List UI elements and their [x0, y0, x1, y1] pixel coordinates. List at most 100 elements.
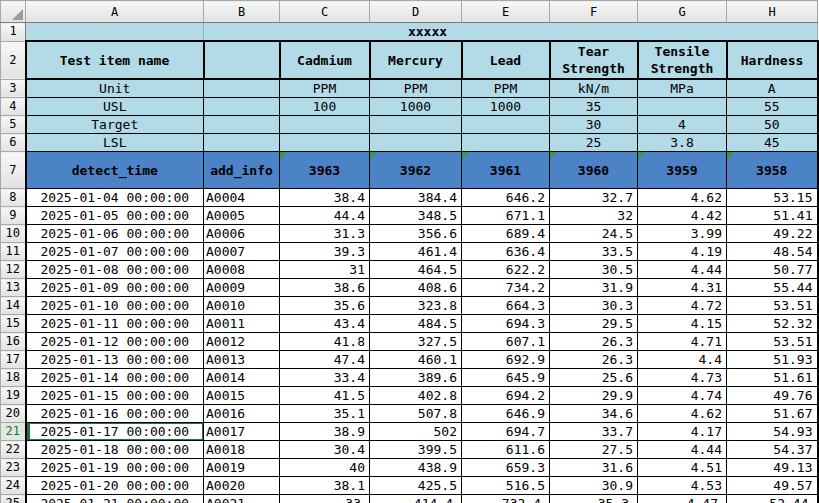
- value-cell[interactable]: 4.71: [638, 333, 727, 351]
- batch-id-cell[interactable]: 3958: [727, 152, 818, 189]
- value-cell[interactable]: 4.44: [638, 261, 727, 279]
- value-cell[interactable]: 323.8: [370, 297, 462, 315]
- add-info-cell[interactable]: A0014: [204, 369, 280, 387]
- column-header-g[interactable]: G: [638, 1, 727, 23]
- value-cell[interactable]: 4.73: [638, 369, 727, 387]
- value-cell[interactable]: 49.57: [727, 477, 818, 495]
- row-header-21[interactable]: 21: [1, 423, 26, 441]
- value-cell[interactable]: 4.4: [638, 351, 727, 369]
- add-info-cell[interactable]: A0013: [204, 351, 280, 369]
- spec-label-cell[interactable]: Unit: [26, 79, 204, 98]
- value-cell[interactable]: 40: [280, 459, 370, 477]
- spec-value-cell[interactable]: 100: [280, 98, 370, 116]
- spec-value-cell[interactable]: kN/m: [550, 79, 638, 98]
- row-header-9[interactable]: 9: [1, 207, 26, 225]
- add-info-cell[interactable]: A0018: [204, 441, 280, 459]
- value-cell[interactable]: 35.6: [280, 297, 370, 315]
- value-cell[interactable]: 53.15: [727, 189, 818, 207]
- row-header-3[interactable]: 3: [1, 79, 26, 98]
- value-cell[interactable]: 646.2: [462, 189, 550, 207]
- value-cell[interactable]: 35.3: [550, 495, 638, 503]
- detect-time-cell[interactable]: 2025-01-17 00:00:00: [26, 423, 204, 441]
- value-cell[interactable]: 32: [550, 207, 638, 225]
- spec-value-cell[interactable]: Cadmium: [280, 41, 370, 79]
- add-info-cell[interactable]: A0016: [204, 405, 280, 423]
- row-header-7[interactable]: 7: [1, 152, 26, 189]
- value-cell[interactable]: 4.31: [638, 279, 727, 297]
- column-header-e[interactable]: E: [462, 1, 550, 23]
- add-info-cell[interactable]: A0012: [204, 333, 280, 351]
- value-cell[interactable]: 734.2: [462, 279, 550, 297]
- spec-label-cell[interactable]: LSL: [26, 134, 204, 152]
- value-cell[interactable]: 384.4: [370, 189, 462, 207]
- row-header-8[interactable]: 8: [1, 189, 26, 207]
- spec-label-cell[interactable]: Target: [26, 116, 204, 134]
- row-header-24[interactable]: 24: [1, 477, 26, 495]
- row-header-22[interactable]: 22: [1, 441, 26, 459]
- row-header-6[interactable]: 6: [1, 134, 26, 152]
- value-cell[interactable]: 54.37: [727, 441, 818, 459]
- add-info-cell[interactable]: A0015: [204, 387, 280, 405]
- spec-value-cell[interactable]: PPM: [280, 79, 370, 98]
- value-cell[interactable]: 38.1: [280, 477, 370, 495]
- detect-time-cell[interactable]: 2025-01-06 00:00:00: [26, 225, 204, 243]
- value-cell[interactable]: 49.76: [727, 387, 818, 405]
- add-info-cell[interactable]: A0005: [204, 207, 280, 225]
- batch-id-cell[interactable]: 3959: [638, 152, 727, 189]
- spec-value-cell[interactable]: A: [727, 79, 818, 98]
- select-all-corner[interactable]: [1, 1, 26, 23]
- batch-id-cell[interactable]: 3963: [280, 152, 370, 189]
- value-cell[interactable]: 484.5: [370, 315, 462, 333]
- spec-value-cell[interactable]: Tensile Strength: [638, 41, 727, 79]
- column-header-f[interactable]: F: [550, 1, 638, 23]
- value-cell[interactable]: 31.9: [550, 279, 638, 297]
- value-cell[interactable]: 4.53: [638, 477, 727, 495]
- spec-label-cell[interactable]: Test item name: [26, 41, 204, 79]
- value-cell[interactable]: 30.5: [550, 261, 638, 279]
- row-header-12[interactable]: 12: [1, 261, 26, 279]
- value-cell[interactable]: 4.72: [638, 297, 727, 315]
- value-cell[interactable]: 348.5: [370, 207, 462, 225]
- row-header-14[interactable]: 14: [1, 297, 26, 315]
- column-header-d[interactable]: D: [370, 1, 462, 23]
- batch-id-cell[interactable]: 3962: [370, 152, 462, 189]
- column-header-h[interactable]: H: [727, 1, 818, 23]
- spec-empty-b-cell[interactable]: [204, 79, 280, 98]
- detect-time-cell[interactable]: 2025-01-10 00:00:00: [26, 297, 204, 315]
- value-cell[interactable]: 51.93: [727, 351, 818, 369]
- value-cell[interactable]: 50.77: [727, 261, 818, 279]
- value-cell[interactable]: 51.67: [727, 405, 818, 423]
- row-header-13[interactable]: 13: [1, 279, 26, 297]
- row-header-18[interactable]: 18: [1, 369, 26, 387]
- spec-value-cell[interactable]: [462, 134, 550, 152]
- detect-time-cell[interactable]: 2025-01-16 00:00:00: [26, 405, 204, 423]
- value-cell[interactable]: 35.1: [280, 405, 370, 423]
- detect-time-cell[interactable]: 2025-01-14 00:00:00: [26, 369, 204, 387]
- value-cell[interactable]: 4.47: [638, 495, 727, 503]
- value-cell[interactable]: 53.51: [727, 297, 818, 315]
- value-cell[interactable]: 460.1: [370, 351, 462, 369]
- value-cell[interactable]: 31.3: [280, 225, 370, 243]
- spec-value-cell[interactable]: Mercury: [370, 41, 462, 79]
- value-cell[interactable]: 607.1: [462, 333, 550, 351]
- value-cell[interactable]: 622.2: [462, 261, 550, 279]
- value-cell[interactable]: 25.6: [550, 369, 638, 387]
- detect-time-cell[interactable]: 2025-01-20 00:00:00: [26, 477, 204, 495]
- value-cell[interactable]: 356.6: [370, 225, 462, 243]
- value-cell[interactable]: 51.61: [727, 369, 818, 387]
- add-info-header-cell[interactable]: add_info: [204, 152, 280, 189]
- value-cell[interactable]: 645.9: [462, 369, 550, 387]
- value-cell[interactable]: 4.19: [638, 243, 727, 261]
- value-cell[interactable]: 4.62: [638, 405, 727, 423]
- value-cell[interactable]: 425.5: [370, 477, 462, 495]
- spec-value-cell[interactable]: Hardness: [727, 41, 818, 79]
- value-cell[interactable]: 43.4: [280, 315, 370, 333]
- value-cell[interactable]: 34.6: [550, 405, 638, 423]
- spec-value-cell[interactable]: 3.8: [638, 134, 727, 152]
- value-cell[interactable]: 414.4: [370, 495, 462, 503]
- value-cell[interactable]: 464.5: [370, 261, 462, 279]
- value-cell[interactable]: 4.74: [638, 387, 727, 405]
- row-header-23[interactable]: 23: [1, 459, 26, 477]
- value-cell[interactable]: 502: [370, 423, 462, 441]
- value-cell[interactable]: 48.54: [727, 243, 818, 261]
